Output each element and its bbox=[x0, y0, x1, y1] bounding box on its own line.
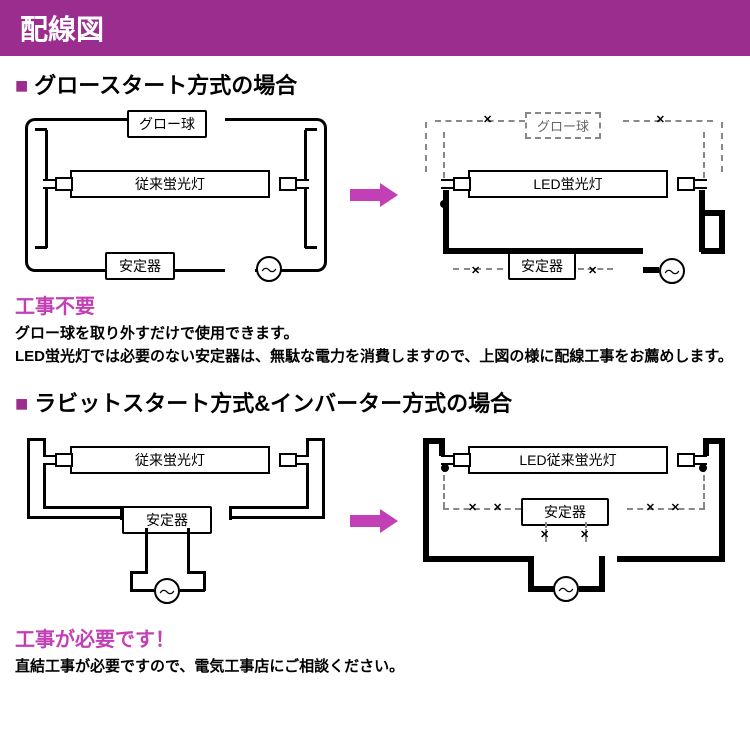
glow-box: グロー球 bbox=[127, 110, 207, 138]
arrow-icon bbox=[345, 183, 405, 207]
section1-note-text: グロー球を取り外すだけで使用できます。 LED蛍光灯では必要のない安定器は、無駄… bbox=[15, 323, 735, 368]
section1-note-title: 工事不要 bbox=[15, 290, 735, 319]
diagram-2-right: LED従来蛍光灯 ✕ ✕ ✕ ✕ 安定器 bbox=[413, 428, 735, 613]
section1-title: グロースタート方式の場合 bbox=[34, 73, 297, 98]
ac-source-icon: 〜 bbox=[256, 256, 282, 282]
ac-source-icon: 〜 bbox=[659, 258, 685, 284]
arrow-icon bbox=[345, 509, 405, 533]
header-title: 配線図 bbox=[0, 0, 750, 56]
ac-source-icon: 〜 bbox=[553, 576, 579, 602]
glow-box-removed: グロー球 bbox=[525, 112, 601, 139]
led-tube-box: LED従来蛍光灯 bbox=[468, 446, 668, 474]
diagram-1-left: グロー球 従来蛍光灯 安定器 〜 bbox=[15, 110, 337, 280]
section2-title-row: ■ラビットスタート方式&インバーター方式の場合 bbox=[15, 386, 735, 418]
bullet-icon: ■ bbox=[15, 391, 28, 416]
section2-title: ラビットスタート方式&インバーター方式の場合 bbox=[34, 391, 512, 416]
section2-note-title: 工事が必要です！ bbox=[15, 623, 735, 652]
section2-note-text: 直結工事が必要ですので、電気工事店にご相談ください。 bbox=[15, 656, 735, 679]
section-rapid-start: ■ラビットスタート方式&インバーター方式の場合 従来蛍光灯 bbox=[0, 386, 750, 679]
tube-box: 従来蛍光灯 bbox=[70, 446, 270, 474]
diagram-row-1: グロー球 従来蛍光灯 安定器 〜 bbox=[15, 110, 735, 280]
led-tube-box: LED蛍光灯 bbox=[468, 170, 668, 198]
ac-source-icon: 〜 bbox=[154, 578, 180, 604]
ballast-box-r: 安定器 bbox=[508, 252, 576, 280]
ballast-box: 安定器 bbox=[105, 252, 175, 280]
ballast-box-r: 安定器 bbox=[521, 498, 609, 526]
section-glow-start: ■グロースタート方式の場合 グロー球 従来蛍光灯 bbox=[0, 68, 750, 368]
bullet-icon: ■ bbox=[15, 73, 28, 98]
ballast-box: 安定器 bbox=[122, 506, 212, 534]
diagram-row-2: 従来蛍光灯 安定器 bbox=[15, 428, 735, 613]
section1-title-row: ■グロースタート方式の場合 bbox=[15, 68, 735, 100]
tube-box: 従来蛍光灯 bbox=[70, 170, 270, 198]
diagram-2-left: 従来蛍光灯 安定器 bbox=[15, 428, 337, 613]
diagram-1-right: グロー球 ✕ ✕ LED蛍光灯 ✕ ✕ 安定器 bbox=[413, 110, 735, 280]
